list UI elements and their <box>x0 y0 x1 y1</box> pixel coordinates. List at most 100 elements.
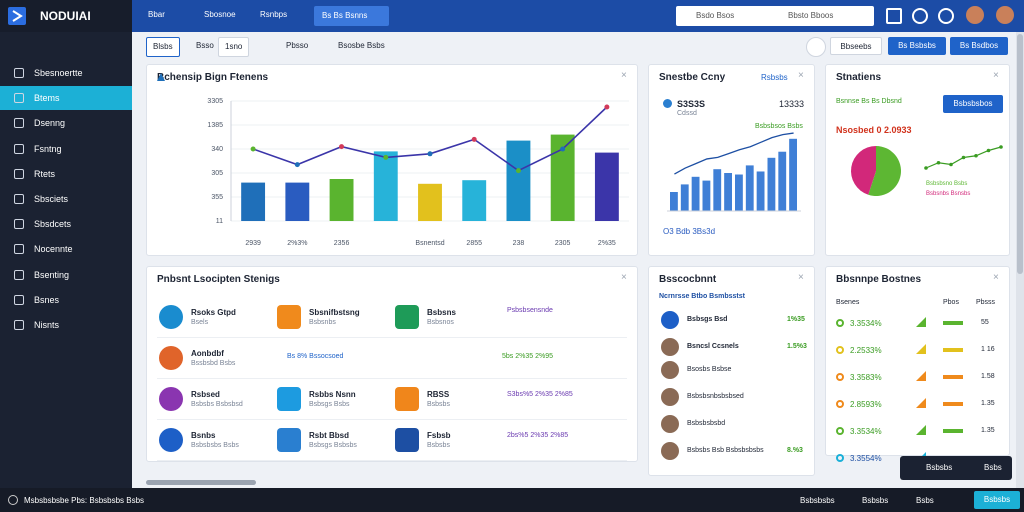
app-name[interactable]: Fsbsb <box>427 431 451 440</box>
nav-link[interactable]: Sbosnoe <box>204 10 236 19</box>
card-title: Bbsnnpe Bostnes <box>836 274 922 285</box>
toast: Bsbsbs Bsbs <box>900 456 1012 480</box>
filter[interactable]: Pbsso <box>286 41 309 50</box>
contact-name[interactable]: Bsbsbsnbsbsbsed <box>687 393 744 400</box>
contact-value: 8.%3 <box>787 447 803 454</box>
footer-icon <box>8 495 18 505</box>
app-name[interactable]: Rsbt Bbsd <box>309 431 349 440</box>
menu-item[interactable]: Sbsciets <box>34 194 69 204</box>
app-name[interactable]: Bsnbs <box>191 431 216 440</box>
bar <box>550 134 575 221</box>
x-tick-label: Bsnentsd <box>415 240 444 247</box>
score-bar <box>943 348 963 352</box>
app-sub: Bsbsbs Bsbsbsd <box>191 401 243 408</box>
app-name[interactable]: Aonbdbf <box>191 349 224 358</box>
avatar <box>661 415 679 433</box>
avatar[interactable] <box>966 6 984 24</box>
bar <box>680 184 689 211</box>
apps-card: Pnbsnt Lsocipten Stenigs × Rsoks Gtpd Bsels… <box>146 266 638 462</box>
close[interactable]: × <box>993 272 999 283</box>
menu-item[interactable]: Nisnts <box>34 320 60 330</box>
status-dot <box>836 319 844 327</box>
contact-name[interactable]: Bsbsgs Bsd <box>687 316 728 323</box>
x-tick-label: 238 <box>513 240 525 247</box>
line-point <box>604 104 610 110</box>
contact-name[interactable]: Bsbsbs Bsb Bsbsbsbsbs <box>687 447 764 454</box>
y-tick-label: 1385 <box>207 122 223 129</box>
menu-item[interactable]: Bsenting <box>34 269 70 280</box>
close[interactable]: × <box>621 272 627 283</box>
menu-item[interactable]: Sbsdcets <box>34 219 72 230</box>
avatar[interactable] <box>996 6 1014 24</box>
app-name[interactable]: Rsbsed <box>191 390 220 399</box>
toolbar-button[interactable]: Bbseebs <box>830 37 882 55</box>
menu-item[interactable]: Btems <box>34 93 60 104</box>
search-box[interactable]: Bsdo Bsos Bbsto Bboos <box>676 6 874 26</box>
top-bar: Bbar Sbosnoe Rsnbps Bs Bs Bsnns Bsdo Bsos Bbs… <box>0 0 1024 32</box>
app-extra: 5bs 2%35 2%95 <box>502 353 553 360</box>
footer-link[interactable]: Bsbsbsbs <box>800 496 835 505</box>
bar <box>724 173 732 211</box>
line-point <box>294 162 300 168</box>
link[interactable]: Rsbsbs <box>761 73 788 82</box>
filter[interactable]: 1sno <box>218 37 250 57</box>
footer-button[interactable]: Bsbsbs <box>974 491 1020 509</box>
menu-item[interactable]: Dsenng <box>34 118 66 129</box>
bar <box>670 192 678 211</box>
bar <box>789 138 797 211</box>
toolbar-button[interactable]: Bs Bsbsbs <box>888 37 946 55</box>
line-point <box>515 168 521 174</box>
y-tick-label: 305 <box>211 170 223 177</box>
flag <box>916 398 926 408</box>
menu-item[interactable]: Fsntng <box>34 143 62 154</box>
score-value: 1.35 <box>981 427 995 434</box>
app-sub: Bsbsgs Bsbsbs <box>309 442 357 449</box>
app-name[interactable]: RBSS <box>427 390 450 399</box>
menu-item[interactable]: Nocennte <box>34 244 73 255</box>
menu-item[interactable]: Bsnes <box>34 294 60 305</box>
app-extra: Psbsbsensnde <box>507 307 553 314</box>
filter[interactable]: Bsso <box>196 41 214 50</box>
app-name[interactable]: Rsbbs Nsnn <box>309 390 356 399</box>
contact-name[interactable]: Bsncsl Ccsnels <box>687 343 739 350</box>
icon-button[interactable] <box>806 37 826 57</box>
close[interactable]: × <box>798 70 804 81</box>
app-icon <box>159 387 183 411</box>
close[interactable]: × <box>621 70 627 81</box>
icon-button[interactable] <box>912 8 928 24</box>
toolbar-button[interactable]: Bs Bsdbos <box>950 37 1008 55</box>
close[interactable]: × <box>798 272 804 283</box>
icon-button[interactable] <box>886 8 902 24</box>
app-name[interactable]: Bsbsns <box>427 308 456 317</box>
stats-button[interactable]: Bsbsbsbos <box>943 95 1003 113</box>
nav-link[interactable]: Rsnbps <box>260 10 288 19</box>
close[interactable]: × <box>993 70 999 81</box>
menu-item[interactable]: Sbesnoertte <box>34 68 83 78</box>
app-extra: 2bs%5 2%35 2%85 <box>507 432 569 439</box>
score-bar <box>943 375 963 379</box>
filter[interactable]: Blsbs <box>146 37 180 57</box>
status-dot <box>836 373 844 381</box>
score-pct: 3.3583% <box>850 373 882 382</box>
menu-item[interactable]: Rtets <box>34 168 56 179</box>
y-tick-label: 3305 <box>207 98 223 105</box>
chart <box>667 132 801 212</box>
contact-name[interactable]: Bsosbs Bsbse <box>687 366 732 373</box>
icon-button[interactable] <box>938 8 954 24</box>
bar <box>778 151 787 211</box>
app-name[interactable]: Rsoks Gtpd <box>191 308 236 317</box>
flag <box>916 371 926 381</box>
footer-link[interactable]: Bsbsbs <box>862 496 889 505</box>
footer-scroll <box>146 480 256 485</box>
contact-name[interactable]: Bsbsbsbsbd <box>687 420 726 427</box>
nav-link[interactable]: Bbar <box>148 10 165 19</box>
nav-tab[interactable]: Bs Bs Bsnns <box>314 6 389 26</box>
row-divider <box>157 419 627 420</box>
scrollbar <box>1016 32 1024 488</box>
app-name[interactable]: Sbsnifbstsng <box>309 308 360 317</box>
filter[interactable]: Bsosbe Bsbs <box>338 41 385 50</box>
app-extra: S3bs%5 2%35 2%85 <box>507 391 573 398</box>
status-dot <box>836 400 844 408</box>
legend-entry: Bsbsbsno Bsbs <box>926 181 968 187</box>
footer-link[interactable]: Bsbs <box>916 496 934 505</box>
